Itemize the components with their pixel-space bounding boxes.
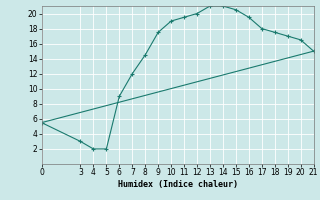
X-axis label: Humidex (Indice chaleur): Humidex (Indice chaleur) [118,180,237,189]
